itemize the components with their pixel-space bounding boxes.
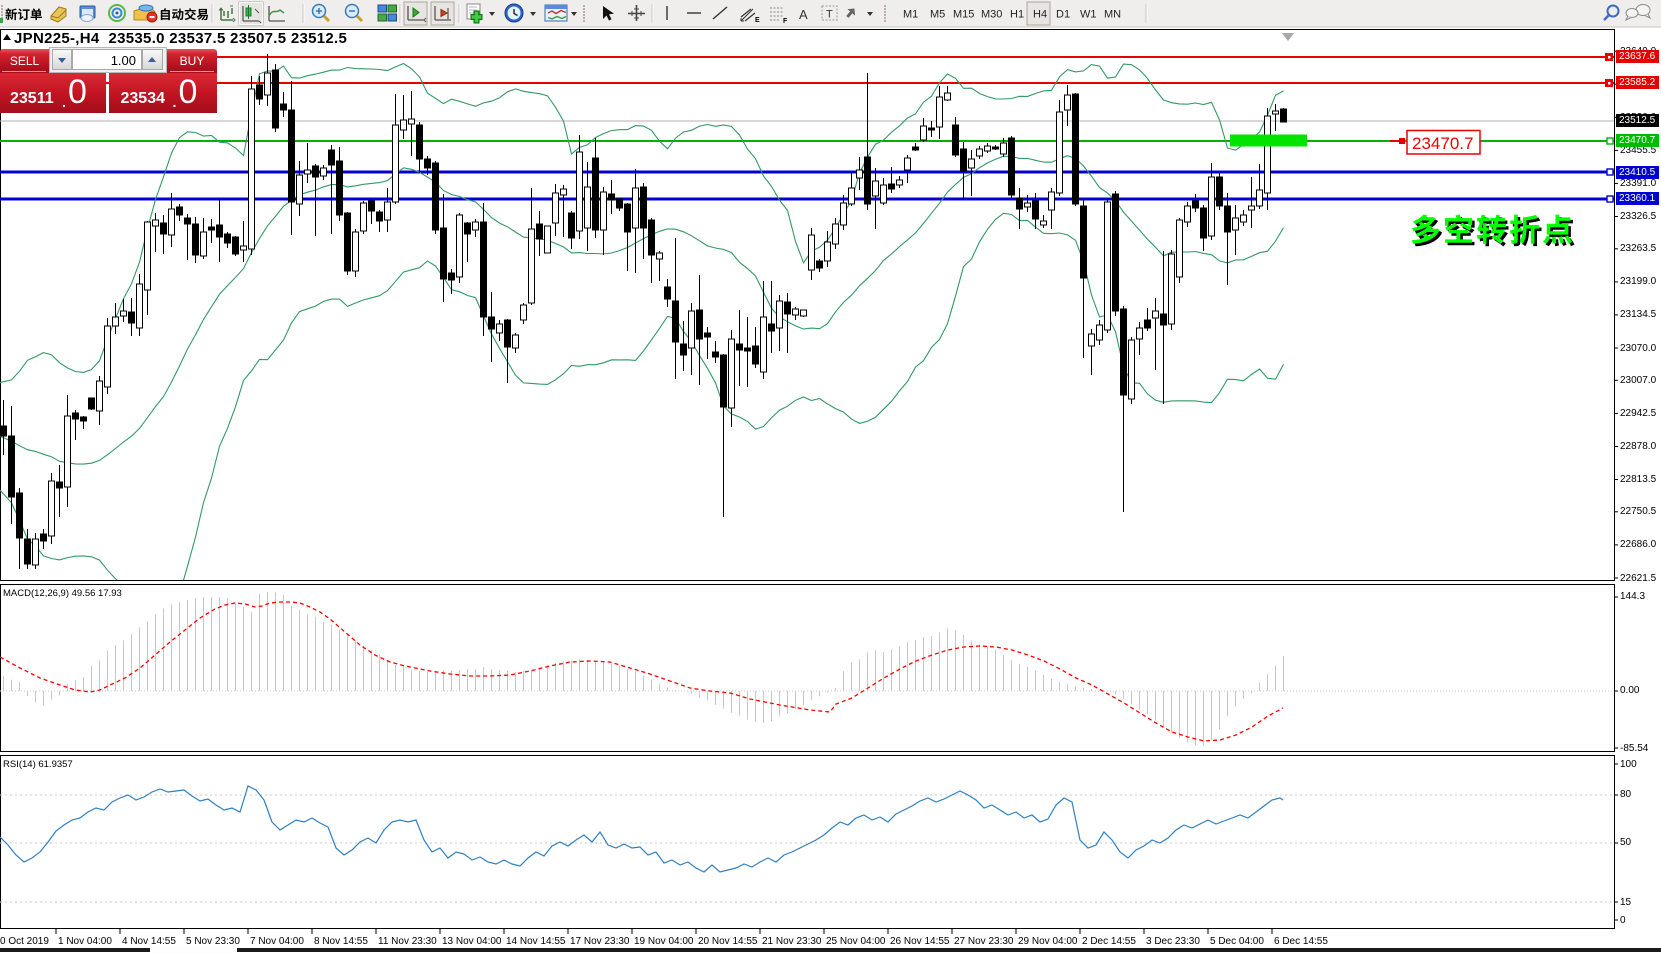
svg-text:T: T bbox=[826, 9, 833, 21]
svg-text:23470.7: 23470.7 bbox=[1412, 134, 1473, 153]
svg-text:W1: W1 bbox=[1080, 9, 1097, 21]
svg-text:A: A bbox=[799, 7, 808, 22]
svg-text:M1: M1 bbox=[903, 9, 918, 21]
svg-text:F: F bbox=[783, 18, 788, 25]
svg-text:M15: M15 bbox=[953, 9, 974, 21]
svg-text:MN: MN bbox=[1104, 9, 1121, 21]
svg-text:H4: H4 bbox=[1033, 9, 1047, 21]
svg-text:H1: H1 bbox=[1010, 9, 1024, 21]
svg-text:D1: D1 bbox=[1056, 9, 1070, 21]
svg-text:M5: M5 bbox=[930, 9, 945, 21]
svg-text:M30: M30 bbox=[981, 9, 1002, 21]
svg-text:E: E bbox=[755, 17, 760, 24]
